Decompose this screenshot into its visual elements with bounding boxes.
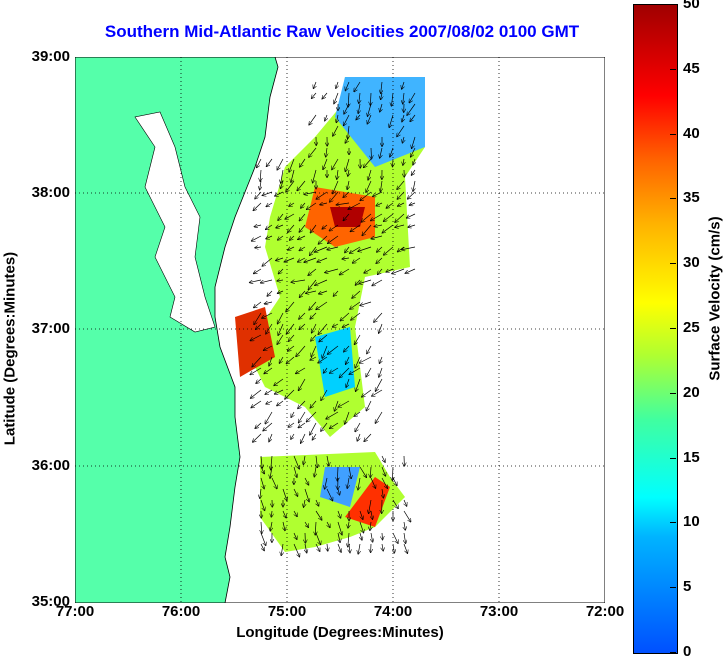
colorbar-tick: 0 bbox=[683, 643, 691, 660]
velocity-field-hot2 bbox=[330, 207, 365, 227]
x-tick: 73:00 bbox=[469, 603, 529, 620]
colorbar-tick: 40 bbox=[683, 125, 700, 142]
colorbar-tick-mark bbox=[670, 4, 676, 5]
colorbar-tick: 20 bbox=[683, 384, 700, 401]
y-tick: 36:00 bbox=[32, 457, 70, 474]
colorbar-tick-mark bbox=[670, 587, 676, 588]
colorbar-tick: 10 bbox=[683, 513, 700, 530]
colorbar-tick: 45 bbox=[683, 60, 700, 77]
x-tick: 77:00 bbox=[45, 603, 105, 620]
colorbar-tick-mark bbox=[670, 69, 676, 70]
colorbar-label: Surface Velocity (cm/s) bbox=[707, 184, 724, 414]
colorbar-tick: 25 bbox=[683, 319, 700, 336]
map-plot bbox=[75, 57, 605, 603]
map-title: Southern Mid-Atlantic Raw Velocities 200… bbox=[0, 22, 724, 42]
colorbar-tick: 15 bbox=[683, 449, 700, 466]
x-tick: 75:00 bbox=[257, 603, 317, 620]
colorbar-tick-mark bbox=[670, 263, 676, 264]
y-tick: 37:00 bbox=[32, 320, 70, 337]
x-tick: 76:00 bbox=[151, 603, 211, 620]
colorbar-tick: 30 bbox=[683, 254, 700, 271]
colorbar-tick-mark bbox=[670, 328, 676, 329]
colorbar-tick: 50 bbox=[683, 0, 700, 12]
colorbar-tick-mark bbox=[670, 198, 676, 199]
y-tick: 38:00 bbox=[32, 184, 70, 201]
x-axis-label: Longitude (Degrees:Minutes) bbox=[200, 624, 480, 641]
colorbar-tick: 5 bbox=[683, 578, 691, 595]
y-axis-label: Latitude (Degrees:Minutes) bbox=[2, 239, 19, 459]
colorbar bbox=[633, 4, 678, 654]
colorbar-tick-mark bbox=[670, 393, 676, 394]
colorbar-tick-mark bbox=[670, 458, 676, 459]
colorbar-tick-mark bbox=[670, 134, 676, 135]
colorbar-tick-mark bbox=[670, 522, 676, 523]
colorbar-tick: 35 bbox=[683, 189, 700, 206]
x-tick: 74:00 bbox=[363, 603, 423, 620]
y-tick: 39:00 bbox=[32, 48, 70, 65]
x-tick: 72:00 bbox=[575, 603, 635, 620]
colorbar-tick-mark bbox=[670, 652, 676, 653]
